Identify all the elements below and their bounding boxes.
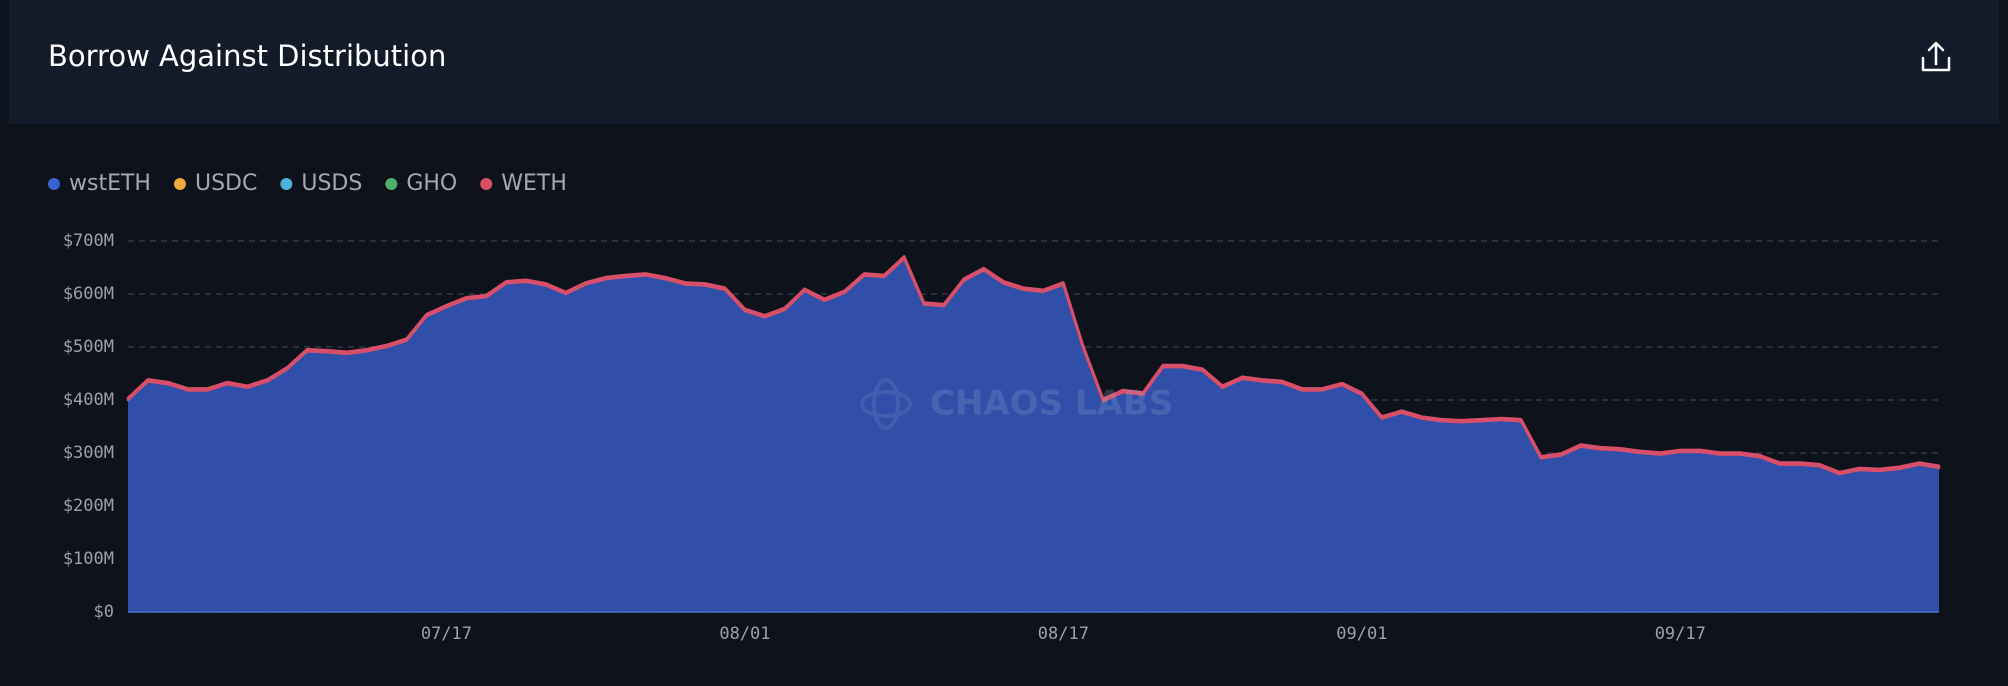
legend-label: GHO	[406, 171, 457, 196]
legend-marker	[280, 178, 293, 190]
legend-marker	[385, 178, 398, 190]
x-tick-label: 09/17	[1655, 624, 1706, 644]
area	[128, 258, 1939, 612]
legend-label: WETH	[501, 171, 567, 196]
x-tick-label: 08/01	[719, 624, 770, 644]
y-tick-label: $0	[94, 602, 114, 622]
chart-title: Borrow Against Distribution	[48, 39, 446, 73]
legend-label: USDC	[195, 171, 257, 196]
legend-label: wstETH	[69, 171, 151, 196]
legend-marker	[480, 178, 493, 190]
header	[9, 0, 1999, 124]
watermark-text: CHAOS LABS	[930, 384, 1173, 424]
y-tick-label: $400M	[63, 390, 114, 410]
y-tick-label: $500M	[63, 337, 114, 357]
x-tick-label: 07/17	[421, 624, 472, 644]
legend-label: USDS	[301, 171, 362, 196]
y-tick-label: $200M	[63, 496, 114, 516]
area	[126, 255, 1941, 476]
legend-marker	[48, 178, 60, 190]
y-tick-label: $100M	[63, 549, 114, 569]
x-tick-label: 09/01	[1336, 624, 1387, 644]
legend-marker	[173, 178, 186, 190]
y-tick-label: $700M	[63, 231, 114, 251]
watermark: CHAOS LABS	[860, 378, 1173, 430]
x-tick-label: 08/17	[1038, 624, 1089, 644]
y-tick-label: $300M	[63, 443, 114, 463]
share-button[interactable]	[1921, 41, 1951, 72]
y-tick-label: $600M	[63, 284, 114, 304]
